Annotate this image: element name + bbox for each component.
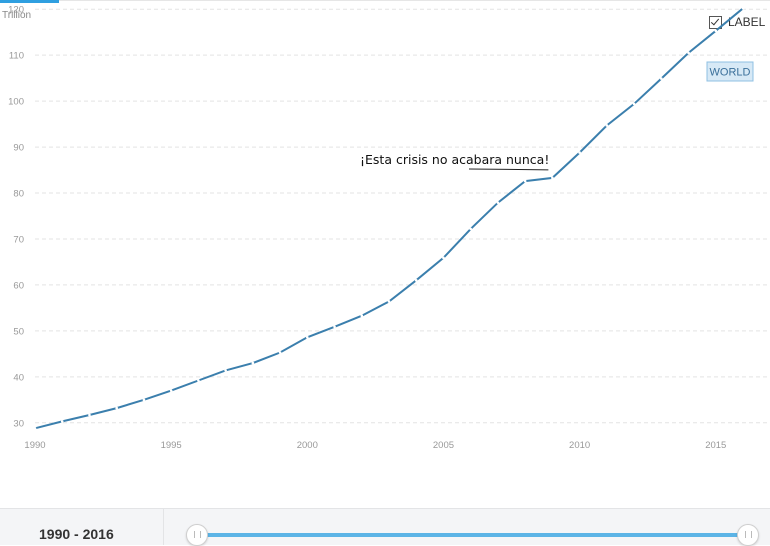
- annotation-leader-line: [468, 168, 549, 171]
- x-tick-label: 2005: [433, 440, 454, 451]
- data-point[interactable]: [414, 279, 418, 282]
- data-point[interactable]: [469, 227, 472, 231]
- range-slider-start-handle[interactable]: [186, 524, 208, 546]
- data-point[interactable]: [741, 6, 745, 10]
- y-tick-label: 90: [13, 143, 24, 154]
- y-tick-labels: 30 40 50 60 70 80 90 100 110 120: [8, 5, 24, 430]
- annotation-text: ¡Esta crisis no acabara nunca!: [360, 152, 549, 167]
- end-label-box: [706, 61, 754, 82]
- data-point[interactable]: [496, 201, 500, 204]
- x-tick-label: 1995: [161, 440, 182, 451]
- x-tick-labels: 1990 1995 2000 2005 2010 2015: [24, 440, 726, 451]
- y-tick-label: 100: [8, 97, 24, 108]
- grid-lines: [35, 8, 770, 424]
- line-chart: 30 40 50 60 70 80 90 100 110 120 1990 1995 2000 2005…: [8, 5, 770, 451]
- y-tick-label: 110: [9, 51, 24, 62]
- range-slider-end-handle[interactable]: [737, 524, 759, 546]
- y-tick-label: 70: [13, 234, 24, 245]
- data-point[interactable]: [88, 413, 91, 417]
- series-line-world[interactable]: [34, 7, 744, 430]
- data-point[interactable]: [333, 325, 336, 329]
- data-point[interactable]: [578, 151, 581, 154]
- data-point[interactable]: [197, 379, 200, 382]
- top-border: [0, 0, 770, 1]
- y-tick-label: 60: [13, 280, 24, 291]
- range-slider-track[interactable]: [196, 533, 748, 537]
- annotations: ¡Esta crisis no acabara nunca!: [360, 152, 549, 171]
- range-text: 1990 - 2016: [39, 526, 114, 542]
- data-point[interactable]: [687, 51, 690, 55]
- data-point[interactable]: [714, 29, 718, 33]
- range-end: 2016: [82, 526, 114, 542]
- data-point[interactable]: [251, 361, 255, 365]
- data-point[interactable]: [523, 179, 527, 183]
- data-point[interactable]: [60, 420, 64, 423]
- label-toggle-text: LABEL: [728, 15, 766, 29]
- y-tick-label: 50: [13, 326, 24, 337]
- data-point[interactable]: [360, 314, 364, 318]
- x-tick-label: 2015: [705, 440, 726, 451]
- y-tick-label: 80: [13, 189, 24, 200]
- data-point[interactable]: [632, 102, 636, 106]
- data-point[interactable]: [33, 427, 37, 430]
- active-tab-indicator: [0, 0, 59, 3]
- x-tick-label: 2000: [297, 440, 318, 451]
- data-point[interactable]: [306, 336, 309, 339]
- x-tick-label: 1990: [24, 440, 45, 451]
- data-point[interactable]: [278, 351, 282, 354]
- range-start: 1990: [39, 526, 71, 542]
- data-point[interactable]: [169, 389, 173, 392]
- range-display: 1990 - 2016: [0, 509, 164, 545]
- range-separator: -: [70, 526, 83, 542]
- data-point[interactable]: [660, 77, 663, 80]
- time-range-footer: 1990 - 2016: [0, 508, 770, 546]
- y-tick-label: 120: [8, 5, 24, 16]
- series-end-label: WORLD: [706, 61, 754, 82]
- label-checkbox-icon[interactable]: [709, 15, 722, 29]
- data-point[interactable]: [605, 124, 609, 127]
- y-tick-label: 30: [13, 418, 24, 429]
- data-point[interactable]: [442, 256, 445, 260]
- label-toggle[interactable]: LABEL: [709, 15, 765, 29]
- data-point[interactable]: [115, 406, 118, 410]
- y-axis-unit-label: Trillion: [2, 10, 32, 21]
- data-points: [33, 6, 745, 430]
- data-point[interactable]: [142, 398, 146, 402]
- x-tick-label: 2010: [569, 440, 590, 451]
- data-point[interactable]: [551, 176, 554, 180]
- data-point[interactable]: [224, 369, 227, 372]
- end-label-text: WORLD: [710, 67, 751, 79]
- y-tick-label: 40: [13, 372, 24, 383]
- data-point[interactable]: [387, 300, 391, 303]
